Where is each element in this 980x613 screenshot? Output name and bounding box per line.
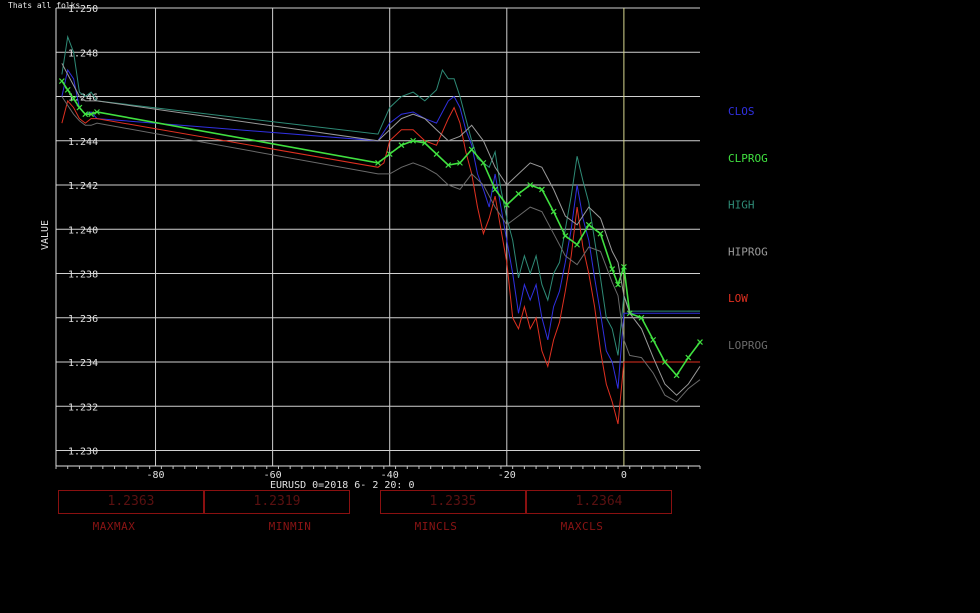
chart-series [58,34,703,425]
series-clprog-marker [410,137,417,144]
series-clprog-marker [94,109,100,115]
series-clprog-marker [673,372,680,379]
series-low-line [61,99,700,425]
series-clprog-marker [650,336,657,343]
legend-low: LOW [728,292,748,305]
series-clprog-marker [386,151,393,157]
series-clos-line [61,68,700,389]
series-clprog-marker [375,159,381,166]
series-clprog-marker [615,281,621,288]
series-clprog-marker [58,78,65,84]
series-clprog-marker [585,221,592,228]
legend-hiprog: HIPROG [728,245,768,258]
y-tick-label: 1.232 [68,402,98,413]
legend-high: HIGH [728,199,755,212]
legend-loprog: LOPROG [728,339,768,352]
stat-maxmax-label: MAXMAX [92,520,136,533]
series-loprog-line [61,96,701,403]
series-hiprog-line [61,63,701,396]
series-clprog-marker [480,159,487,166]
y-tick-label: 1.236 [68,314,98,325]
series-clprog-marker [697,339,703,346]
y-tick-label: 1.234 [68,358,98,369]
series-clprog-marker [398,142,405,149]
series-clprog-marker [492,186,499,193]
series-clprog-marker [433,151,440,157]
series-clprog-marker [515,190,522,197]
series-clprog-marker [562,232,569,239]
series-clprog-marker [661,359,668,365]
series-clprog-marker [527,182,534,188]
stat-maxcls-value: 1.2364 [526,490,672,514]
x-tick-label: -80 [146,470,164,481]
y-tick-label: 1.242 [68,181,98,192]
y-tick-label: 1.238 [68,270,98,281]
stat-maxmax-value: 1.2363 [58,490,204,514]
x-tick-label: -40 [381,470,399,481]
y-tick-label: 1.244 [68,137,98,148]
series-clprog-marker [609,266,616,273]
chart-axes: 1.230 1.232 1.234 1.236 1.238 1.240 1.242 1.244… [40,4,701,491]
legend-clos: CLOS [728,105,755,118]
series-clprog-marker [574,241,580,248]
stat-mincls-value: 1.2335 [380,490,526,514]
stat-mincls-label: MINCLS [414,520,458,533]
series-clprog-marker [457,159,463,166]
series-clprog-marker [638,314,645,321]
y-tick-label: 1.240 [68,225,98,236]
x-axis-label: EURUSD 0=2018 6- 2 20: 0 [270,480,415,491]
series-clprog-marker [597,230,604,237]
series-clprog-marker [503,201,510,208]
x-tick-label: 0 [621,470,627,481]
stat-minmin-value: 1.2319 [204,490,350,514]
y-tick-label: 1.250 [68,4,98,15]
legend-clprog: CLPROG [728,152,768,165]
series-clprog-marker [445,162,452,169]
stat-minmin-label: MINMIN [268,520,312,533]
series-clprog-marker [468,146,475,153]
chart-legend: CLOS HIGH LOW CLPROG HIPROG LOPROG [728,105,768,352]
series-clprog-marker [76,104,83,111]
y-tick-label: 1.230 [68,447,98,458]
series-clprog-marker [82,111,89,118]
series-clprog-marker [539,186,545,193]
series-clprog-marker [88,111,95,118]
x-tick-label: -20 [498,470,516,481]
series-clprog-marker [620,263,627,270]
corner-caption: Thats all folks [8,1,81,10]
series-clprog-marker [64,86,71,93]
y-axis-label: VALUE [40,220,51,250]
y-tick-label: 1.246 [68,93,98,104]
stat-maxcls-label: MAXCLS [560,520,604,533]
chart-grid [56,7,700,466]
series-clprog-marker [70,95,77,102]
series-clprog-marker [550,208,557,215]
x-tick-label: -60 [264,470,282,481]
y-tick-label: 1.248 [68,48,98,59]
series-high-line [61,34,700,356]
series-clprog-marker [421,140,428,146]
series-clprog-marker [685,354,692,361]
